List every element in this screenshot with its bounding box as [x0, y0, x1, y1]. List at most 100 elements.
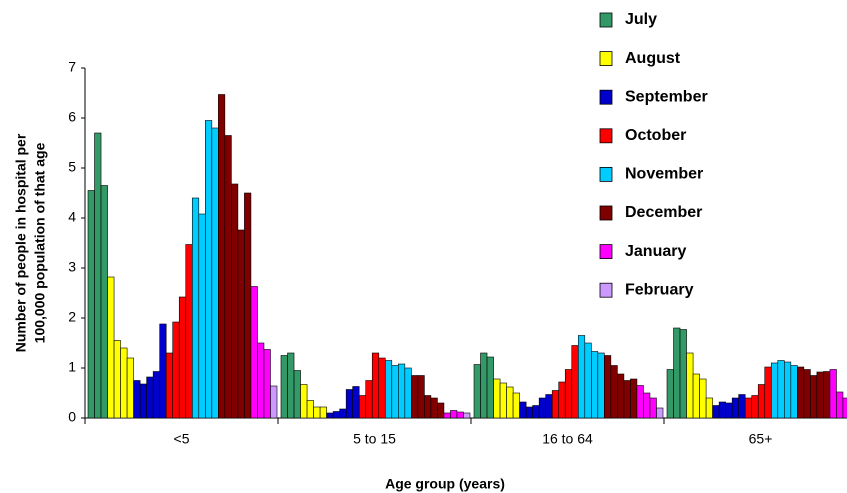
- y-tick-label: 6: [68, 109, 76, 125]
- legend-label: August: [625, 50, 681, 67]
- bar: [718, 401, 726, 419]
- bar: [480, 352, 488, 419]
- bar: [218, 94, 226, 419]
- bar: [326, 412, 334, 419]
- bar: [630, 378, 638, 419]
- bar: [705, 397, 713, 419]
- y-tick-label: 2: [68, 309, 76, 325]
- bar: [777, 360, 785, 419]
- bar: [113, 340, 121, 419]
- bar: [604, 355, 612, 419]
- bar: [306, 400, 314, 419]
- bar: [751, 395, 759, 419]
- bar: [636, 385, 644, 419]
- y-axis-label: Number of people in hospital per 100,000…: [13, 133, 48, 352]
- bar: [666, 369, 674, 419]
- legend-swatch: [599, 166, 613, 182]
- bar: [250, 286, 258, 419]
- bar: [450, 410, 458, 419]
- legend-label: October: [625, 127, 686, 144]
- y-tick-label: 5: [68, 159, 76, 175]
- bar: [519, 401, 527, 419]
- bar: [365, 380, 373, 419]
- bar: [152, 371, 160, 419]
- bar: [198, 213, 206, 419]
- legend-swatch: [599, 51, 613, 66]
- x-axis-label: Age group (years): [385, 476, 505, 492]
- bar: [224, 135, 232, 419]
- x-tick-label: 65+: [749, 431, 773, 447]
- y-tick-label: 4: [68, 209, 76, 225]
- bar: [784, 361, 792, 419]
- bar: [836, 391, 844, 419]
- bar: [146, 376, 154, 419]
- bar: [300, 384, 308, 419]
- legend-label: January: [625, 243, 686, 260]
- bar: [384, 360, 393, 419]
- bar: [437, 402, 445, 419]
- bar: [339, 408, 347, 419]
- bar: [770, 362, 779, 419]
- legend-swatch: [599, 205, 613, 221]
- bar: [231, 183, 239, 419]
- bar: [564, 369, 573, 419]
- bar: [270, 385, 278, 419]
- legend-label: February: [625, 281, 694, 298]
- bar: [352, 386, 360, 419]
- legend-label: November: [625, 166, 703, 183]
- bar: [623, 380, 631, 419]
- bar: [237, 229, 245, 419]
- bar: [486, 356, 494, 419]
- bar: [211, 127, 219, 419]
- bar: [244, 192, 252, 419]
- legend-swatch: [599, 12, 613, 28]
- bar: [126, 357, 134, 419]
- bar: [532, 405, 540, 419]
- y-tick-label: 3: [68, 259, 76, 275]
- bar: [725, 402, 733, 419]
- bar: [829, 369, 837, 419]
- bar: [378, 357, 386, 419]
- y-tick-label: 0: [68, 409, 76, 425]
- x-tick-label: 5 to 15: [353, 431, 396, 447]
- bar: [810, 375, 818, 419]
- bar: [712, 405, 720, 419]
- bar: [280, 355, 288, 419]
- bar: [699, 378, 707, 419]
- bar: [551, 390, 560, 419]
- bar: [692, 373, 700, 419]
- bar: [731, 397, 739, 419]
- bar: [94, 132, 102, 419]
- bar: [499, 382, 507, 419]
- bar: [100, 185, 108, 419]
- bar: [506, 386, 514, 419]
- bar: [107, 276, 115, 419]
- bar: [398, 363, 406, 419]
- bar: [257, 342, 265, 419]
- bar: [165, 352, 174, 419]
- legend-label: December: [625, 204, 702, 221]
- bar: [463, 412, 471, 419]
- bar: [577, 335, 586, 419]
- bar: [545, 394, 553, 419]
- bar: [584, 342, 592, 419]
- bar: [525, 406, 533, 419]
- bar: [293, 370, 301, 419]
- x-tick-label: <5: [174, 431, 190, 447]
- bar: [345, 389, 353, 419]
- bar: [473, 364, 481, 419]
- bar: [332, 411, 340, 419]
- bar: [185, 244, 193, 419]
- bar: [673, 327, 681, 419]
- y-tick-label: 1: [68, 359, 76, 375]
- bar: [139, 383, 147, 419]
- bar: [571, 345, 579, 419]
- bar: [287, 352, 295, 419]
- bar: [538, 397, 546, 419]
- legend-swatch: [599, 89, 613, 105]
- bar: [120, 347, 128, 419]
- bar: [512, 392, 520, 419]
- bar: [643, 392, 651, 419]
- bar: [371, 352, 380, 419]
- bar: [133, 380, 141, 419]
